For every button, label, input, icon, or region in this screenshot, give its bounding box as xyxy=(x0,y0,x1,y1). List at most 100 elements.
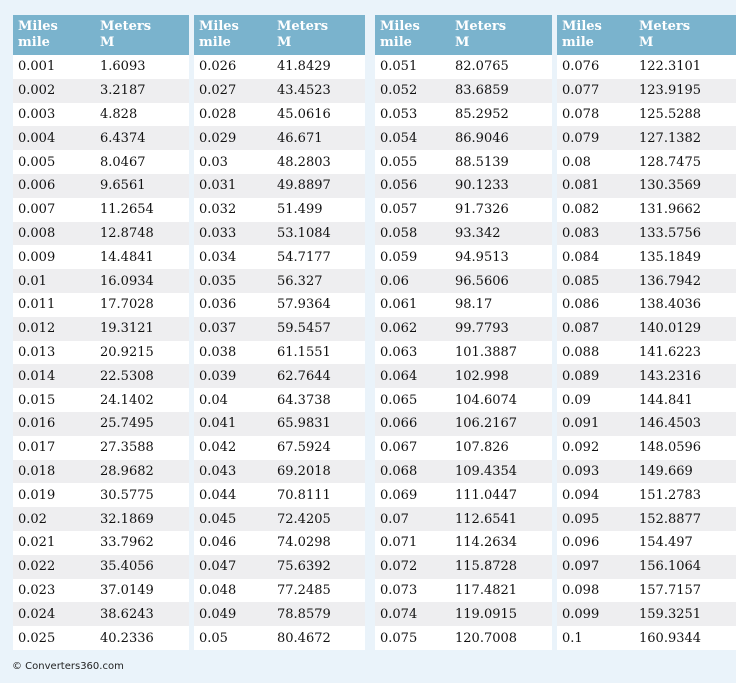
meters-cell: 53.1084 xyxy=(272,221,365,246)
meters-cell: 109.4354 xyxy=(450,459,552,484)
miles-cell: 0.098 xyxy=(557,578,634,603)
table-row: 0.03 48.2803 xyxy=(194,150,365,174)
miles-cell: 0.096 xyxy=(557,530,634,555)
miles-cell: 0.039 xyxy=(194,364,272,389)
miles-cell: 0.043 xyxy=(194,459,272,484)
meters-cell: 6.4374 xyxy=(95,126,189,151)
table-row: 0.081 130.3569 xyxy=(557,173,736,198)
miles-cell: 0.004 xyxy=(13,126,95,151)
meters-cell: 119.0915 xyxy=(450,602,552,627)
meters-cell: 77.2485 xyxy=(272,578,365,603)
meters-cell: 135.1849 xyxy=(634,245,736,270)
miles-cell: 0.08 xyxy=(557,150,634,174)
miles-cell: 0.005 xyxy=(13,150,95,174)
table-row: 0.085 136.7942 xyxy=(557,269,736,293)
copyright-footer: © Converters360.com xyxy=(12,661,124,672)
miles-cell: 0.051 xyxy=(375,55,450,79)
table-row: 0.04 64.3738 xyxy=(194,388,365,412)
miles-cell: 0.089 xyxy=(557,364,634,389)
miles-cell: 0.062 xyxy=(375,316,450,341)
meters-cell: 86.9046 xyxy=(450,126,552,151)
meters-cell: 136.7942 xyxy=(634,269,736,293)
meters-cell: 107.826 xyxy=(450,435,552,460)
meters-cell: 91.7326 xyxy=(450,197,552,222)
table-row: 0.016 25.7495 xyxy=(13,411,189,436)
meters-cell: 30.5775 xyxy=(95,483,189,508)
table-row: 0.095 152.8877 xyxy=(557,507,736,531)
table-row: 0.092 148.0596 xyxy=(557,435,736,460)
table-row: 0.023 37.0149 xyxy=(13,578,189,603)
meters-cell: 144.841 xyxy=(634,388,736,412)
meters-cell: 11.2654 xyxy=(95,197,189,222)
meters-cell: 93.342 xyxy=(450,221,552,246)
table-row: 0.035 56.327 xyxy=(194,269,365,293)
meters-cell: 35.4056 xyxy=(95,554,189,579)
table-row: 0.045 72.4205 xyxy=(194,507,365,531)
table-row: 0.066 106.2167 xyxy=(375,411,552,436)
table-row: 0.061 98.17 xyxy=(375,292,552,317)
miles-cell: 0.09 xyxy=(557,388,634,412)
table-row: 0.084 135.1849 xyxy=(557,245,736,270)
table-row: 0.017 27.3588 xyxy=(13,435,189,460)
table-row: 0.002 3.2187 xyxy=(13,78,189,103)
miles-cell: 0.092 xyxy=(557,435,634,460)
miles-cell: 0.087 xyxy=(557,316,634,341)
header-miles: Miles mile xyxy=(375,15,450,55)
meters-cell: 117.4821 xyxy=(450,578,552,603)
table-row: 0.011 17.7028 xyxy=(13,292,189,317)
table-row: 0.013 20.9215 xyxy=(13,340,189,365)
miles-cell: 0.069 xyxy=(375,483,450,508)
miles-cell: 0.085 xyxy=(557,269,634,293)
meters-cell: 159.3251 xyxy=(634,602,736,627)
meters-cell: 125.5288 xyxy=(634,102,736,127)
meters-cell: 17.7028 xyxy=(95,292,189,317)
miles-cell: 0.053 xyxy=(375,102,450,127)
table-row: 0.053 85.2952 xyxy=(375,102,552,127)
meters-cell: 12.8748 xyxy=(95,221,189,246)
miles-cell: 0.077 xyxy=(557,78,634,103)
meters-cell: 41.8429 xyxy=(272,55,365,79)
table-row: 0.015 24.1402 xyxy=(13,388,189,412)
miles-cell: 0.023 xyxy=(13,578,95,603)
table-row: 0.02 32.1869 xyxy=(13,507,189,531)
table-row: 0.034 54.7177 xyxy=(194,245,365,270)
miles-cell: 0.013 xyxy=(13,340,95,365)
miles-cell: 0.093 xyxy=(557,459,634,484)
meters-cell: 74.0298 xyxy=(272,530,365,555)
miles-cell: 0.063 xyxy=(375,340,450,365)
table-row: 0.073 117.4821 xyxy=(375,578,552,603)
meters-cell: 38.6243 xyxy=(95,602,189,627)
table-row: 0.054 86.9046 xyxy=(375,126,552,151)
table-row: 0.064 102.998 xyxy=(375,364,552,389)
table-row: 0.088 141.6223 xyxy=(557,340,736,365)
meters-cell: 28.9682 xyxy=(95,459,189,484)
miles-cell: 0.071 xyxy=(375,530,450,555)
miles-cell: 0.097 xyxy=(557,554,634,579)
miles-cell: 0.047 xyxy=(194,554,272,579)
miles-cell: 0.03 xyxy=(194,150,272,174)
table-row: 0.058 93.342 xyxy=(375,221,552,246)
table-row: 0.078 125.5288 xyxy=(557,102,736,127)
table-row: 0.026 41.8429 xyxy=(194,55,365,79)
miles-cell: 0.083 xyxy=(557,221,634,246)
conversion-tables: Miles mile Meters M 0.001 1.6093 0.002 3.2187 0.… xyxy=(13,15,736,653)
miles-cell: 0.059 xyxy=(375,245,450,270)
miles-cell: 0.022 xyxy=(13,554,95,579)
header-meters: Meters M xyxy=(450,15,552,55)
meters-cell: 69.2018 xyxy=(272,459,365,484)
miles-cell: 0.016 xyxy=(13,411,95,436)
miles-cell: 0.009 xyxy=(13,245,95,270)
table-row: 0.083 133.5756 xyxy=(557,221,736,246)
miles-cell: 0.061 xyxy=(375,292,450,317)
miles-cell: 0.076 xyxy=(557,55,634,79)
conversion-table-1: Miles mile Meters M 0.001 1.6093 0.002 3.2187 0.… xyxy=(13,15,189,650)
table-row: 0.096 154.497 xyxy=(557,530,736,555)
meters-cell: 151.2783 xyxy=(634,483,736,508)
table-row: 0.063 101.3887 xyxy=(375,340,552,365)
meters-cell: 56.327 xyxy=(272,269,365,293)
table-row: 0.032 51.499 xyxy=(194,197,365,222)
table-row: 0.024 38.6243 xyxy=(13,602,189,627)
table-row: 0.071 114.2634 xyxy=(375,530,552,555)
table-row: 0.075 120.7008 xyxy=(375,626,552,650)
meters-cell: 114.2634 xyxy=(450,530,552,555)
